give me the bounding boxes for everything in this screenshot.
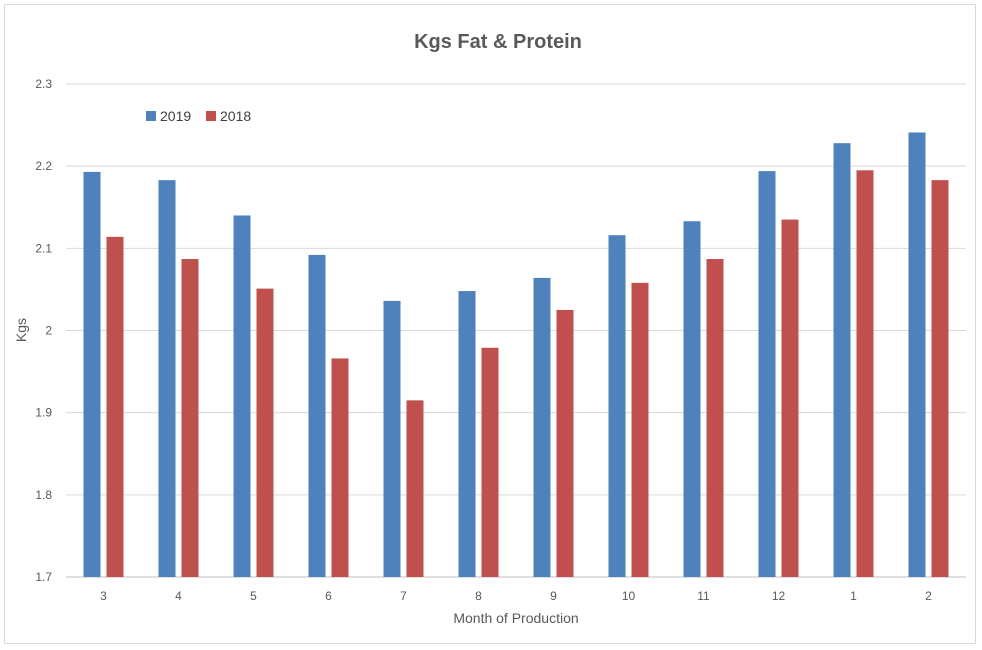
- bar-2018-9: [556, 309, 574, 577]
- x-tick-label: 11: [697, 589, 710, 603]
- bar-2018-5: [256, 288, 274, 577]
- x-tick-label: 8: [475, 589, 482, 603]
- legend-swatch-2018: [206, 111, 216, 121]
- bar-2019-9: [533, 277, 551, 577]
- bar-2019-3: [83, 171, 101, 577]
- x-tick-label: 9: [550, 589, 557, 603]
- bar-2019-2: [908, 132, 926, 577]
- chart-title: Kgs Fat & Protein: [414, 31, 582, 53]
- y-tick-label: 2.3: [35, 77, 52, 91]
- legend-swatch-2019: [146, 111, 156, 121]
- x-tick-label: 3: [100, 589, 107, 603]
- bar-2018-8: [481, 347, 499, 577]
- y-tick-label: 1.8: [35, 488, 52, 502]
- y-tick-label: 2: [45, 324, 52, 338]
- x-tick-label: 10: [622, 589, 636, 603]
- bar-2018-6: [331, 358, 349, 577]
- x-axis-label: Month of Production: [453, 610, 578, 626]
- bar-2018-7: [406, 400, 424, 577]
- bars: [83, 132, 949, 578]
- y-tick-labels: 1.7 1.8 1.9 2 2.1 2.2 2.3: [35, 77, 52, 584]
- x-tick-label: 1: [850, 589, 857, 603]
- bar-2019-6: [308, 254, 326, 577]
- legend-label-2018: 2018: [220, 108, 251, 124]
- bar-2018-12: [781, 219, 799, 577]
- x-tick-label: 5: [250, 589, 257, 603]
- x-tick-label: 6: [325, 589, 332, 603]
- bar-2018-1: [856, 170, 874, 577]
- bar-2019-11: [683, 221, 701, 578]
- y-tick-label: 2.2: [35, 159, 52, 173]
- bar-2019-8: [458, 291, 476, 577]
- y-axis-label: Kgs: [13, 318, 29, 342]
- bar-2018-3: [106, 236, 124, 577]
- bar-2019-1: [833, 143, 851, 577]
- legend-label-2019: 2019: [160, 108, 191, 124]
- bar-2018-2: [931, 180, 949, 577]
- x-tick-label: 7: [400, 589, 407, 603]
- bar-2018-11: [706, 259, 724, 577]
- y-tick-label: 2.1: [35, 241, 52, 255]
- gridlines: [66, 83, 966, 578]
- legend: 2019 2018: [146, 108, 251, 124]
- y-tick-label: 1.9: [35, 406, 52, 420]
- bar-2018-4: [181, 259, 199, 577]
- y-tick-label: 1.7: [35, 570, 52, 584]
- bar-2018-10: [631, 282, 649, 577]
- bar-2019-10: [608, 235, 626, 578]
- bar-2019-5: [233, 215, 251, 577]
- bar-2019-7: [383, 300, 401, 577]
- x-tick-labels: 3 4 5 6 7 8 9 10 11 12 1 2: [100, 589, 932, 603]
- bar-2019-12: [758, 171, 776, 577]
- bar-2019-4: [158, 180, 176, 577]
- x-tick-label: 4: [175, 589, 182, 603]
- x-tick-label: 2: [925, 589, 932, 603]
- x-tick-label: 12: [772, 589, 786, 603]
